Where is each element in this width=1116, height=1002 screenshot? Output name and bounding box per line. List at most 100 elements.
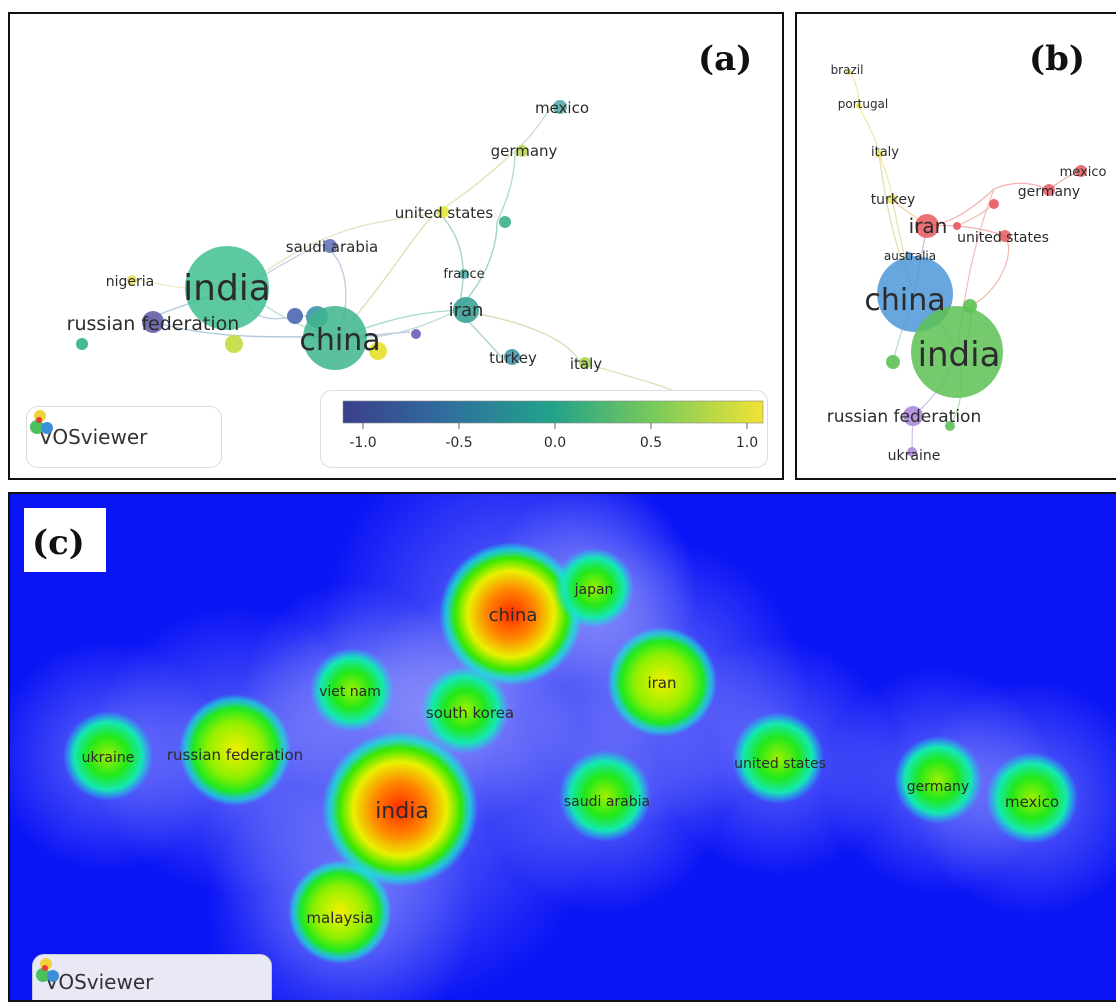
- node-label-mexico: mexico: [1060, 165, 1107, 180]
- density-labels: china japan iran viet nam south korea ukraine…: [82, 582, 1059, 927]
- node-mexico: [553, 100, 567, 114]
- color-scale-ticks: -1.0 -0.5 0.0 0.5 1.0: [349, 423, 758, 451]
- network-node: [287, 308, 303, 324]
- node-label-italy: italy: [570, 355, 602, 373]
- node-turkey: [887, 194, 897, 204]
- vosviewer-label: VOSviewer: [39, 425, 148, 449]
- density-label-viet-nam: viet nam: [319, 684, 381, 700]
- node-label-brazil: brazil: [831, 63, 864, 77]
- panel-a-overlay-map: mexico germany united states saudi arabia ni…: [8, 12, 784, 480]
- legend-tick-label: 0.0: [544, 435, 566, 451]
- node-ukraine: [907, 447, 917, 457]
- vosviewer-badge: VOSviewer: [26, 406, 222, 468]
- legend-tick-label: 0.5: [640, 435, 662, 451]
- node-label-india: india: [183, 268, 271, 309]
- node-label-india: india: [918, 335, 1001, 375]
- node-label-turkey: turkey: [489, 349, 537, 367]
- node-russian-federation: [903, 406, 923, 426]
- node-france: [459, 269, 469, 279]
- density-label-south-korea: south korea: [426, 704, 514, 722]
- color-scale-bar: [342, 400, 764, 424]
- density-spot-india: [322, 731, 478, 887]
- node-label-australia: australia: [884, 249, 936, 263]
- network-node: [953, 222, 961, 230]
- node-united-states: [437, 206, 449, 218]
- panel-c-density-map: china japan iran viet nam south korea ukraine…: [8, 492, 1116, 1002]
- panel-b-letter: (b): [1029, 39, 1085, 79]
- node-russian-federation: [142, 311, 164, 333]
- node-label-france: france: [443, 267, 484, 282]
- network-nodes: [76, 100, 727, 419]
- node-label-germany: germany: [1018, 184, 1080, 200]
- density-spot-malaysia: [288, 860, 392, 964]
- network-node: [989, 199, 999, 209]
- node-label-germany: germany: [491, 142, 558, 160]
- density-spot-mexico: [986, 752, 1078, 844]
- node-label-saudi-arabia: saudi arabia: [286, 238, 378, 256]
- node-nigeria: [127, 275, 137, 285]
- vosviewer-badge: VOSviewer: [32, 954, 272, 1000]
- density-label-iran: iran: [647, 674, 676, 692]
- network-node: [886, 355, 900, 369]
- density-spots: [63, 542, 1078, 964]
- network-node: [945, 421, 955, 431]
- color-scale-legend: -1.0 -0.5 0.0 0.5 1.0: [320, 390, 768, 468]
- node-saudi-arabia: [323, 239, 337, 253]
- node-italy: [579, 357, 591, 369]
- network-node: [369, 342, 387, 360]
- legend-tick-label: -1.0: [349, 435, 376, 451]
- node-germany: [516, 145, 528, 157]
- panel-c-letter: (c): [32, 523, 85, 563]
- panel-a-letter: (a): [698, 39, 752, 79]
- panel-b-cluster-map: brazil portugal italy mexico germany turkey ir…: [795, 12, 1116, 480]
- network-node: [76, 338, 88, 350]
- node-label-china: china: [864, 283, 945, 318]
- node-italy: [875, 150, 883, 158]
- vosviewer-logo-icon: [30, 410, 53, 434]
- legend-tick-label: 1.0: [736, 435, 758, 451]
- node-label-portugal: portugal: [838, 97, 889, 111]
- node-china: [303, 306, 367, 370]
- density-map: china japan iran viet nam south korea ukraine…: [10, 494, 1116, 1000]
- node-india: [911, 306, 1003, 398]
- node-turkey: [504, 349, 520, 365]
- node-portugal: [856, 103, 862, 109]
- density-label-japan: japan: [574, 582, 614, 598]
- density-spot-russian-federation: [179, 694, 291, 806]
- density-label-india: india: [375, 799, 429, 824]
- node-brazil: [846, 69, 852, 75]
- node-label-russian-federation: russian federation: [67, 313, 240, 335]
- node-label-italy: italy: [871, 145, 899, 160]
- network-labels: mexico germany united states saudi arabia ni…: [67, 99, 750, 424]
- node-mexico: [1075, 165, 1087, 177]
- network-node: [411, 329, 421, 339]
- node-germany: [1043, 184, 1055, 196]
- node-iran: [915, 214, 939, 238]
- network-node: [225, 335, 243, 353]
- density-spot-saudi-arabia: [559, 750, 651, 842]
- density-spot-south-korea: [421, 666, 509, 754]
- density-spot-iran: [607, 627, 717, 737]
- network-node: [499, 216, 511, 228]
- density-spot-united-states: [732, 712, 824, 804]
- node-label-mexico: mexico: [535, 99, 589, 117]
- density-label-germany: germany: [907, 779, 969, 795]
- node-label-united-states: united states: [395, 204, 494, 222]
- node-label-china: china: [299, 323, 380, 358]
- density-label-united-states: united states: [734, 756, 826, 772]
- density-spot-ukraine: [63, 711, 153, 801]
- node-united-states: [999, 230, 1011, 242]
- density-label-russian-federation: russian federation: [167, 746, 303, 764]
- density-spot-japan: [554, 548, 634, 628]
- vosviewer-logo-icon: [36, 958, 59, 982]
- density-spot-germany: [894, 736, 982, 824]
- cluster-network: brazil portugal italy mexico germany turkey ir…: [827, 39, 1107, 464]
- density-label-china: china: [489, 605, 538, 626]
- overlay-network: mexico germany united states saudi arabia ni…: [67, 39, 753, 424]
- density-label-malaysia: malaysia: [306, 909, 373, 927]
- legend-tick-label: -0.5: [445, 435, 472, 451]
- node-label-ukraine: ukraine: [888, 448, 941, 464]
- node-label-united-states: united states: [957, 230, 1049, 246]
- density-label-ukraine: ukraine: [82, 750, 135, 766]
- vosviewer-label: VOSviewer: [45, 970, 154, 994]
